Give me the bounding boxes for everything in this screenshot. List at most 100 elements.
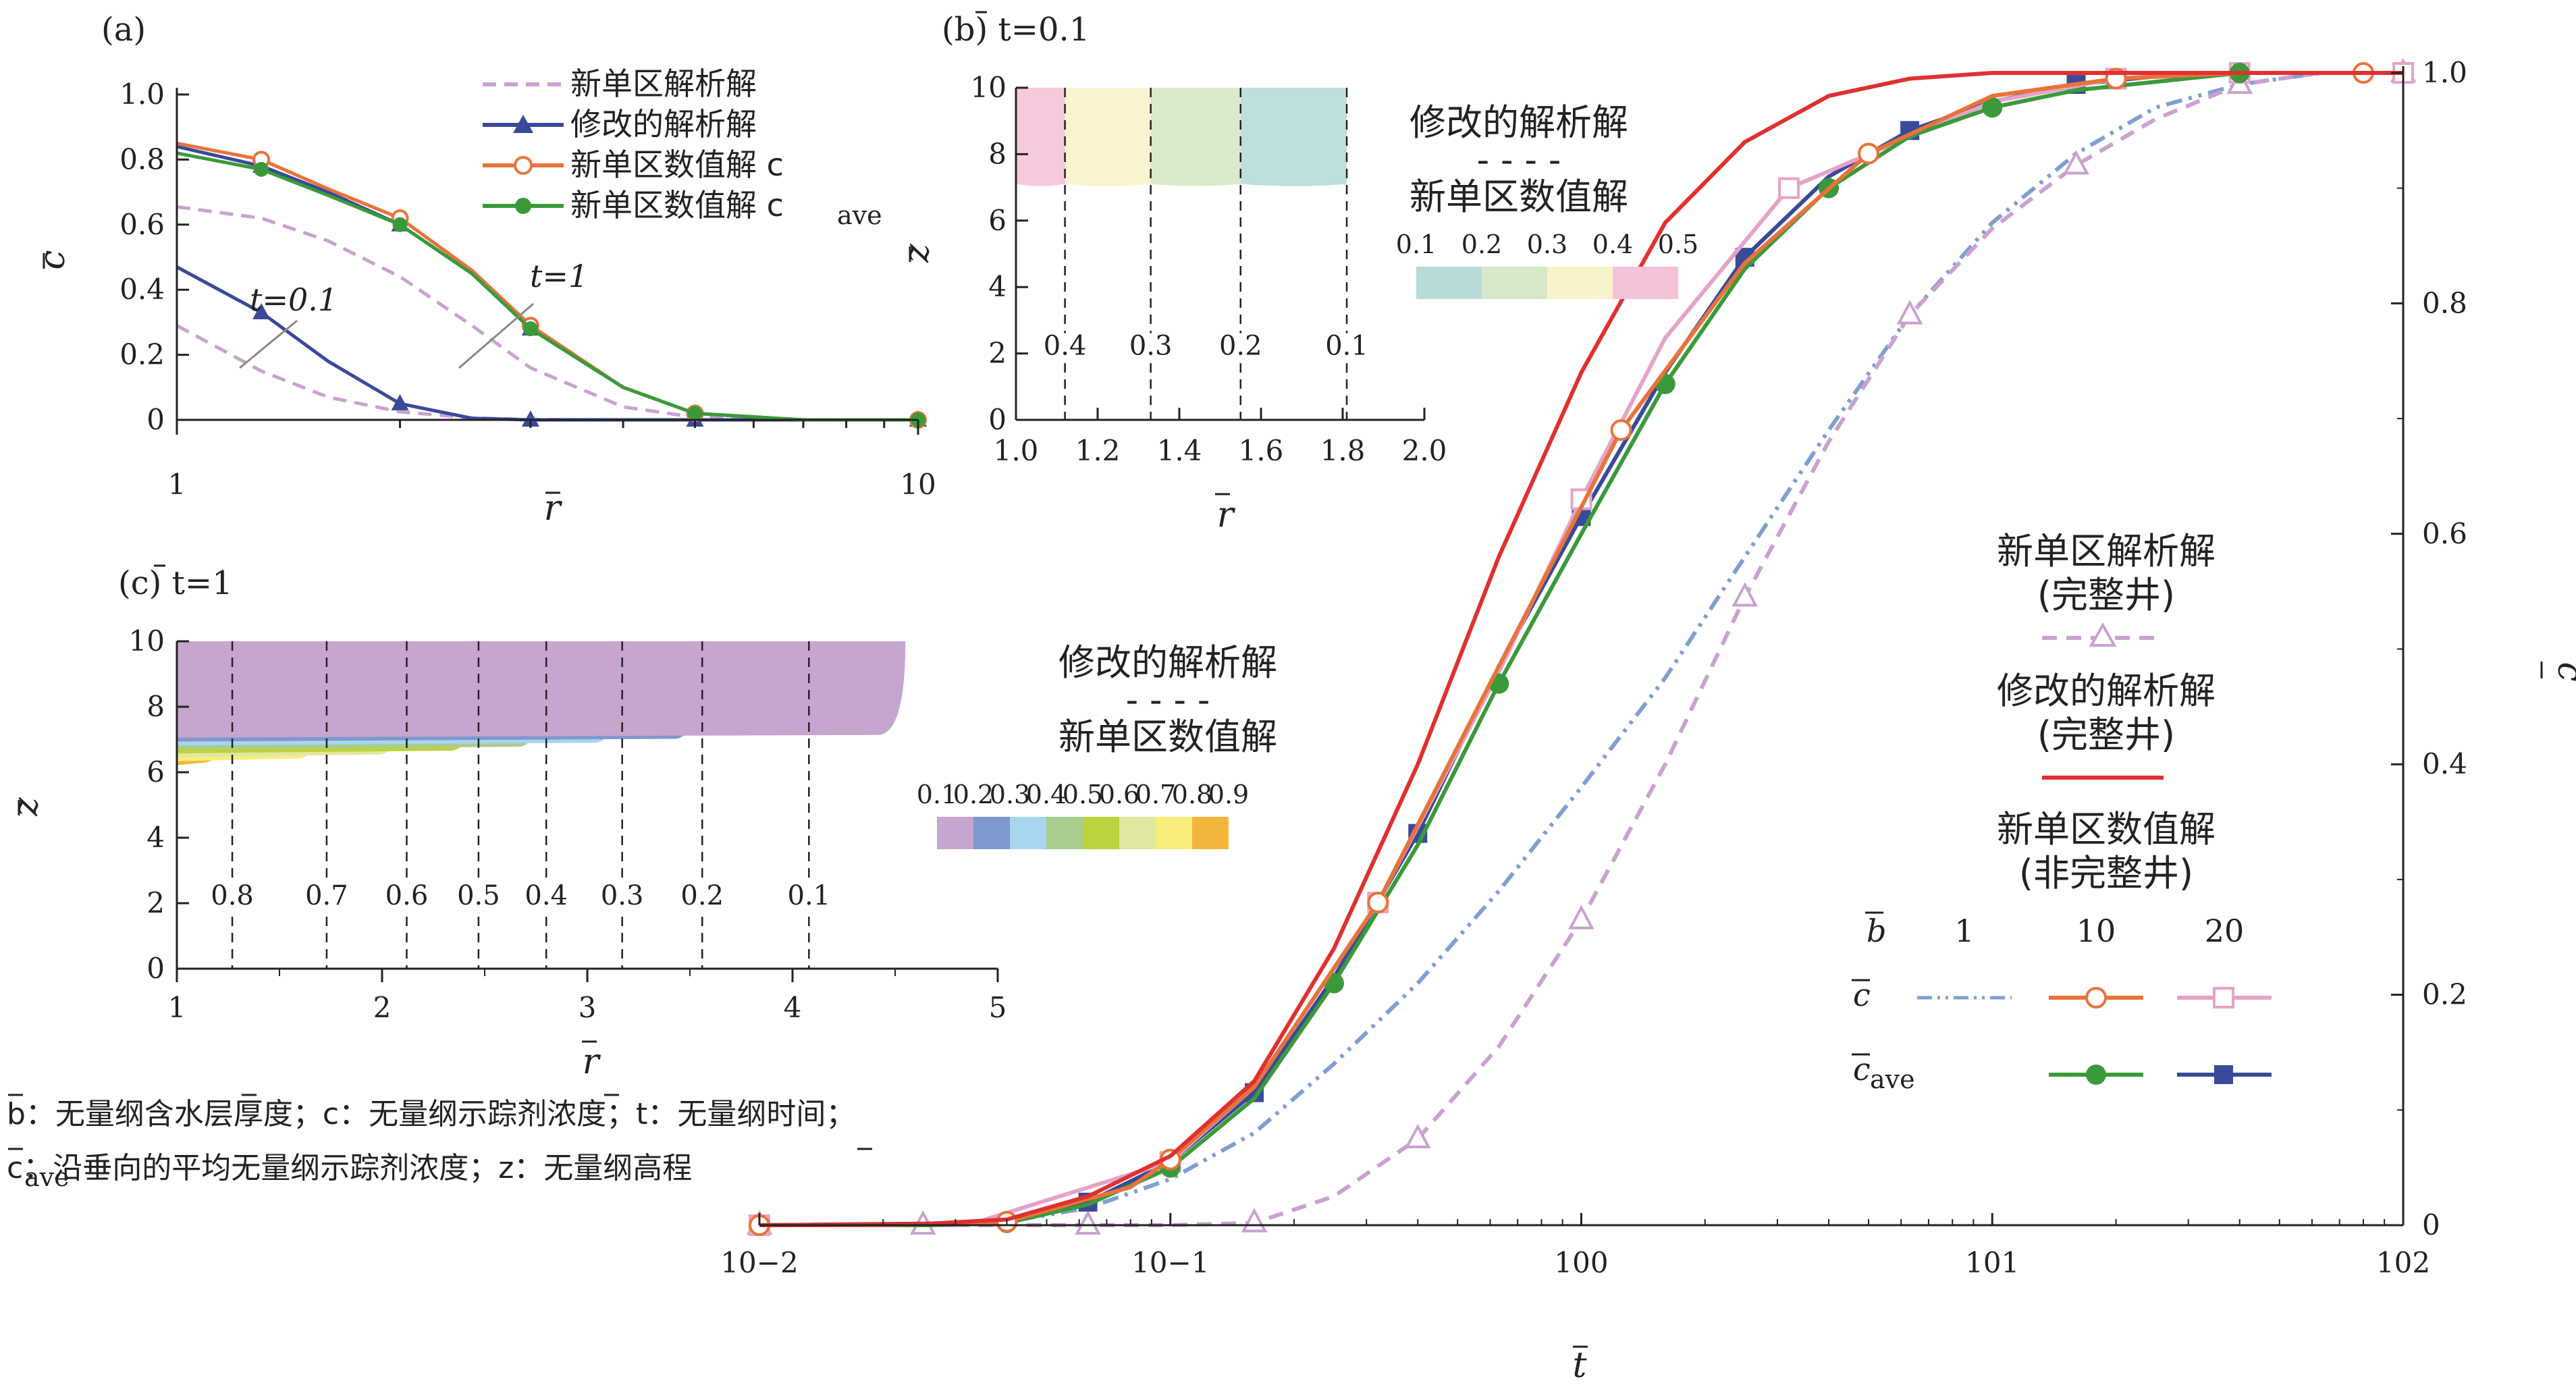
main-legend-item2: 修改的解析解 (1997, 670, 2216, 712)
panel-b-contour-region (1240, 88, 1347, 186)
panel-b-title: (b) t=0.1 (942, 11, 1090, 49)
panel-a: 1 10 0 0.2 0.4 0.6 0.8 1.0 (a) r c t=0.1 t=1 新单… (32, 11, 936, 529)
panel-c-colorbar-label: 0.5 (1063, 780, 1103, 809)
panel-b-colorbar-label: 0.5 (1658, 230, 1698, 259)
panel-c-contour-label-bg (678, 883, 727, 911)
panel-b-colorbar-label: 0.3 (1527, 230, 1567, 259)
panel-b-y-tick-label: 0 (988, 403, 1007, 436)
panel-a-x-tick-label: 1 (168, 468, 186, 501)
panel-a-legend-4: 新单区数值解 c (570, 187, 784, 223)
main-y-tick-label: 1.0 (2422, 56, 2467, 89)
main-ylabel: c (2550, 662, 2576, 681)
panel-b-legend-title1: 修改的解析解 (1410, 101, 1628, 144)
main-legend-b10-cave-marker (2086, 1065, 2106, 1085)
panel-c-colorbar-swatch (1119, 817, 1156, 849)
panel-a-annot-arrow-2 (458, 302, 534, 369)
panel-b-y-tick-label: 10 (971, 71, 1007, 104)
main-legend-b20-cave-marker (2214, 1065, 2233, 1084)
main-legend-row-c: c (1853, 977, 1871, 1013)
panel-b-x-tick-label: 1.6 (1239, 434, 1284, 467)
panel-a-legend-marker-2 (513, 115, 533, 133)
panel-c-legend-dash: - - - - (1126, 678, 1210, 721)
panel-c-y-tick-label: 0 (146, 952, 165, 985)
main-legend-b-label: b (1867, 913, 1886, 949)
panel-c-x-tick-label: 5 (989, 991, 1007, 1024)
panel-c-colorbar-swatch (1156, 817, 1192, 849)
notes-line1: b：无量纲含水层厚度；c：无量纲示踪剂浓度；t：无量纲时间； (7, 1097, 855, 1131)
main-legend-b20-c-marker (2213, 987, 2234, 1009)
panel-c-colorbar-swatch (1046, 817, 1083, 849)
main-x-tick-label: 101 (1965, 1246, 2019, 1279)
panel-a-legend-sub: ave (837, 200, 882, 230)
panel-c-colorbar-swatch (937, 817, 973, 849)
main-y-tick-label: 0.6 (2422, 517, 2467, 550)
panel-c-colorbar: 0.10.20.30.40.50.60.70.80.9 (917, 780, 1249, 849)
panel-c-contour-label: 0.3 (601, 880, 644, 911)
panel-c-colorbar-label: 0.8 (1172, 780, 1212, 809)
main-legend-item3b: (非完整井) (2019, 852, 2193, 894)
main-series-point-0 (1896, 300, 1923, 325)
panel-a-series-point-2 (252, 302, 271, 319)
panel-c-y-tick-label: 4 (146, 821, 165, 854)
panel-c-contour-label-bg (454, 883, 503, 911)
panel-a-series-point-2 (521, 410, 539, 427)
panel-c-contour-label-bg (302, 883, 351, 911)
panel-b-colorbar-swatch (1482, 267, 1547, 299)
main-series-point-3 (1610, 419, 1632, 441)
panel-c-x-tick-label: 1 (168, 991, 186, 1024)
main-y-tick-label: 0.8 (2422, 286, 2467, 319)
panel-a-annot-t1: t=1 (530, 258, 588, 294)
panel-c-colorbar-label: 0.1 (917, 780, 957, 809)
main-series-line-5 (759, 71, 2403, 1227)
notes-line2-sub: ave (24, 1162, 70, 1192)
panel-b-contour-label-bg (1214, 333, 1266, 362)
panel-c-x-tick-label: 3 (579, 991, 597, 1024)
panel-b-colorbar-label: 0.2 (1461, 230, 1502, 259)
notes-line2: c：沿垂向的平均无量纲示踪剂浓度；z：无量纲高程 (7, 1151, 692, 1185)
main-series-point-0 (1404, 1123, 1431, 1148)
panel-a-series-line-1 (176, 205, 918, 422)
main-legend-b-20: 20 (2205, 913, 2245, 949)
panel-b-y-tick-label: 6 (988, 204, 1007, 237)
panel-c-contour-label: 0.6 (385, 880, 429, 911)
main-y-tick-label: 0.2 (2422, 978, 2467, 1011)
panel-b-colorbar-label: 0.1 (1396, 230, 1437, 259)
main-x-tick-label: 10−1 (1131, 1246, 1209, 1279)
panel-b-x-tick-label: 1.4 (1157, 434, 1202, 467)
panel-a-y-tick-label: 0.2 (119, 338, 165, 371)
panel-c-y-tick-label: 2 (146, 886, 165, 919)
panel-a-series-point-5 (392, 217, 408, 232)
panel-b-contour-label-bg (1125, 333, 1177, 362)
panel-a-legend-marker-3 (514, 156, 533, 175)
main-series-point-5 (1778, 177, 1800, 199)
main-x-tick-label: 102 (2376, 1246, 2430, 1279)
main-x-tick-label: 100 (1554, 1246, 1608, 1279)
panel-a-xlabel: r (544, 488, 563, 529)
main-legend-b-10: 10 (2076, 913, 2116, 949)
panel-c-colorbar-label: 0.3 (990, 780, 1030, 809)
panel-b-contour-region (1150, 88, 1241, 186)
main-legend-b10-c-marker (2085, 987, 2107, 1009)
panel-c-xlabel: r (583, 1042, 601, 1082)
panel-c-contour-fill (177, 641, 906, 765)
panel-b-contour-region (1065, 88, 1151, 186)
panel-a-y-tick-label: 0.6 (119, 208, 165, 241)
panel-a-x-tick-label: 10 (900, 468, 936, 501)
panel-c-y-tick-label: 10 (129, 624, 165, 657)
panel-b-contour-label: 0.4 (1044, 331, 1087, 362)
panel-a-legend-3: 新单区数值解 c (570, 146, 784, 183)
panel-c-legend-title1: 修改的解析解 (1058, 641, 1277, 684)
main-series-line-0 (759, 71, 2403, 1227)
panel-c-colorbar-swatch (1083, 817, 1119, 849)
panel-a-y-tick-label: 0.8 (119, 142, 165, 176)
main-series-point-0 (2063, 150, 2089, 175)
main-x-tick-label: 10−2 (720, 1246, 798, 1279)
panel-c-contour-label: 0.8 (211, 880, 254, 911)
panel-a-annot-arrow-1 (239, 319, 298, 369)
main-series-point-3 (1857, 142, 1879, 165)
panel-c-y-tick-label: 8 (146, 690, 165, 723)
panel-c-contour-label-bg (522, 883, 571, 911)
